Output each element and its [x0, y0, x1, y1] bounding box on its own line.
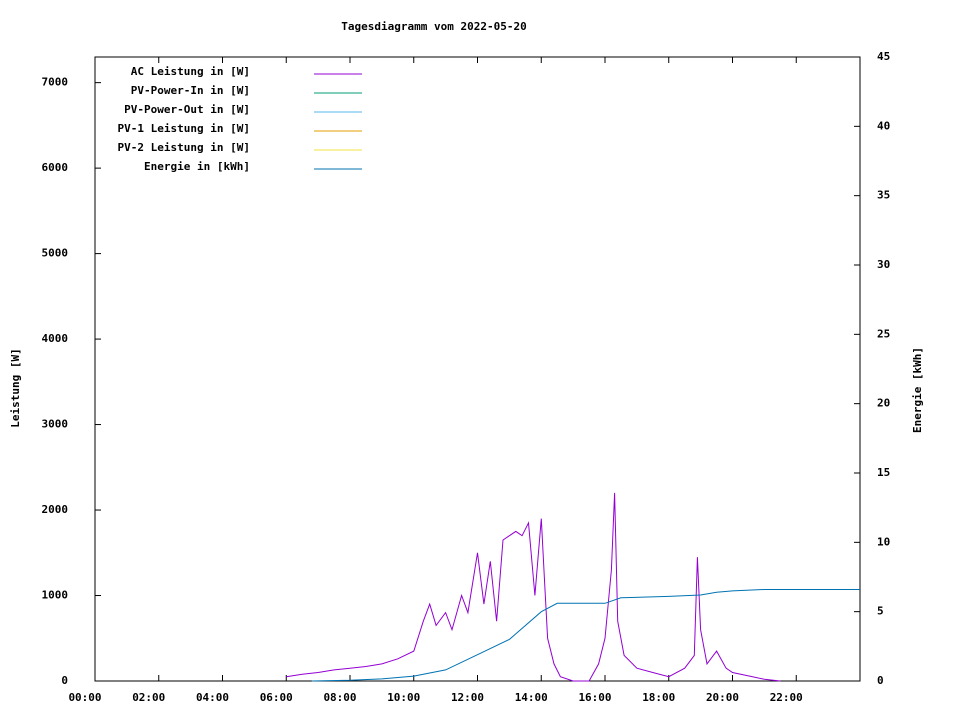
y2-tick-label: 25 [877, 327, 890, 340]
y-tick-label: 6000 [42, 161, 69, 174]
y2-tick-label: 0 [877, 674, 884, 687]
legend-label: PV-1 Leistung in [W] [118, 122, 250, 135]
x-tick-label: 16:00 [578, 691, 611, 704]
y-tick-label: 7000 [42, 76, 69, 89]
x-tick-label: 14:00 [515, 691, 548, 704]
y2-tick-label: 20 [877, 397, 890, 410]
chart-title: Tagesdiagramm vom 2022-05-20 [341, 20, 526, 33]
y-tick-label: 2000 [42, 503, 69, 516]
legend-label: AC Leistung in [W] [131, 65, 250, 78]
legend-label: Energie in [kWh] [144, 160, 250, 173]
y-tick-label: 0 [61, 674, 68, 687]
y2-tick-label: 15 [877, 466, 890, 479]
legend-label: PV-2 Leistung in [W] [118, 141, 250, 154]
y2-tick-label: 30 [877, 258, 890, 271]
y2-tick-label: 45 [877, 50, 890, 63]
legend-label: PV-Power-In in [W] [131, 84, 250, 97]
y2-axis-label: Energie [kWh] [911, 347, 924, 433]
y-tick-label: 3000 [42, 418, 69, 431]
y2-tick-label: 35 [877, 189, 890, 202]
x-tick-label: 00:00 [68, 691, 101, 704]
x-tick-label: 10:00 [387, 691, 420, 704]
y2-tick-label: 40 [877, 119, 890, 132]
x-tick-label: 12:00 [451, 691, 484, 704]
x-tick-label: 02:00 [132, 691, 165, 704]
series-line [286, 492, 781, 682]
x-tick-label: 18:00 [642, 691, 675, 704]
y-axis-label: Leistung [W] [9, 348, 22, 427]
y-tick-label: 5000 [42, 247, 69, 260]
series-line [311, 589, 860, 682]
legend-label: PV-Power-Out in [W] [124, 103, 250, 116]
y2-tick-label: 5 [877, 605, 884, 618]
y2-tick-label: 10 [877, 535, 890, 548]
y-tick-label: 1000 [42, 589, 69, 602]
x-tick-label: 20:00 [706, 691, 739, 704]
y-tick-label: 4000 [42, 332, 69, 345]
x-tick-label: 22:00 [770, 691, 803, 704]
x-tick-label: 08:00 [323, 691, 356, 704]
x-tick-label: 06:00 [260, 691, 293, 704]
x-tick-label: 04:00 [196, 691, 229, 704]
